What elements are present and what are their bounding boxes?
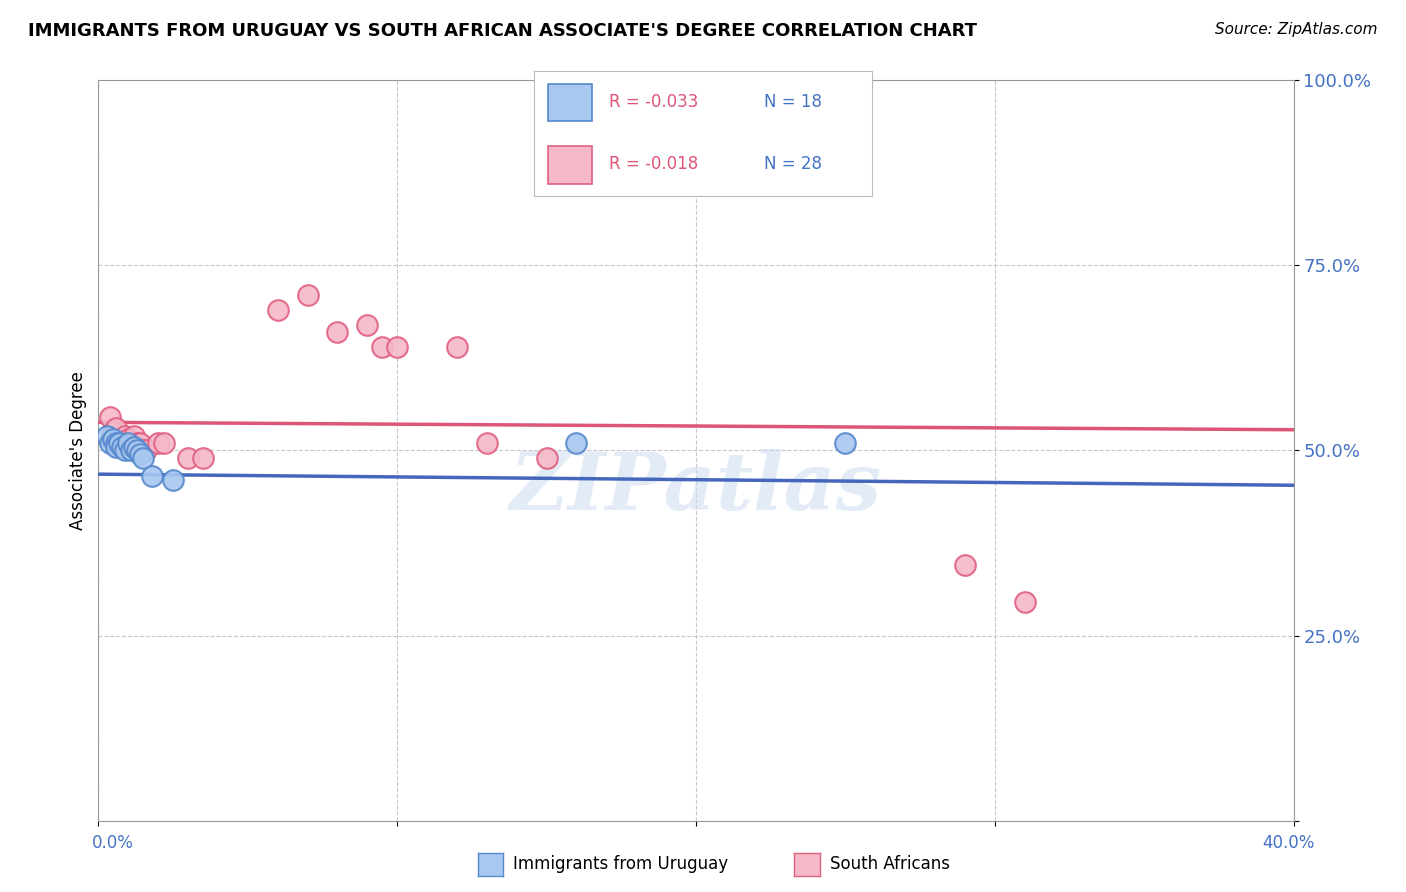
Point (148, 436, 170, 450)
Text: N = 28: N = 28 (763, 155, 821, 173)
Point (162, 473, 184, 487)
Point (120, 443, 142, 458)
Point (371, 340, 394, 354)
Point (114, 443, 136, 458)
Point (1014, 595, 1036, 609)
Y-axis label: Associate's Degree: Associate's Degree (69, 371, 87, 530)
Point (834, 436, 856, 450)
Point (127, 443, 149, 458)
Point (105, 436, 128, 450)
Point (103, 433, 125, 447)
Point (267, 302, 290, 317)
Point (114, 428, 136, 442)
Text: R = -0.018: R = -0.018 (609, 155, 697, 173)
Point (669, 169, 692, 184)
Point (111, 440, 134, 454)
Point (124, 428, 146, 442)
Bar (548, 84, 592, 121)
Text: IMMIGRANTS FROM URUGUAY VS SOUTH AFRICAN ASSOCIATE'S DEGREE CORRELATION CHART: IMMIGRANTS FROM URUGUAY VS SOUTH AFRICAN… (28, 22, 977, 40)
Point (105, 440, 128, 454)
Point (191, 450, 214, 465)
Point (108, 436, 131, 450)
Point (297, 288, 319, 302)
Point (98, 436, 122, 450)
Text: R = -0.033: R = -0.033 (609, 93, 697, 111)
Text: ZIPatlas: ZIPatlas (510, 449, 882, 526)
Point (129, 447, 152, 461)
Bar (548, 146, 592, 184)
Point (356, 318, 378, 332)
Point (117, 433, 139, 447)
Point (111, 436, 134, 450)
Point (141, 469, 163, 483)
Point (129, 436, 152, 450)
Text: 40.0%: 40.0% (1263, 834, 1315, 852)
Point (475, 436, 498, 450)
Text: Immigrants from Uruguay: Immigrants from Uruguay (513, 855, 728, 873)
Text: N = 18: N = 18 (763, 93, 821, 111)
Point (96, 428, 118, 442)
Point (132, 450, 155, 465)
Point (132, 443, 155, 458)
Point (127, 436, 149, 450)
Point (385, 340, 409, 354)
Point (117, 436, 139, 450)
Point (177, 450, 200, 465)
Point (108, 436, 131, 450)
Point (98, 410, 122, 425)
Point (124, 440, 146, 454)
Point (446, 340, 468, 354)
Point (135, 443, 157, 458)
Point (536, 450, 558, 465)
Point (953, 558, 976, 573)
Point (153, 436, 176, 450)
Point (565, 436, 588, 450)
Point (105, 421, 128, 435)
Point (103, 425, 125, 439)
Text: 0.0%: 0.0% (91, 834, 134, 852)
Text: Source: ZipAtlas.com: Source: ZipAtlas.com (1215, 22, 1378, 37)
Text: South Africans: South Africans (830, 855, 949, 873)
Point (326, 325, 349, 339)
